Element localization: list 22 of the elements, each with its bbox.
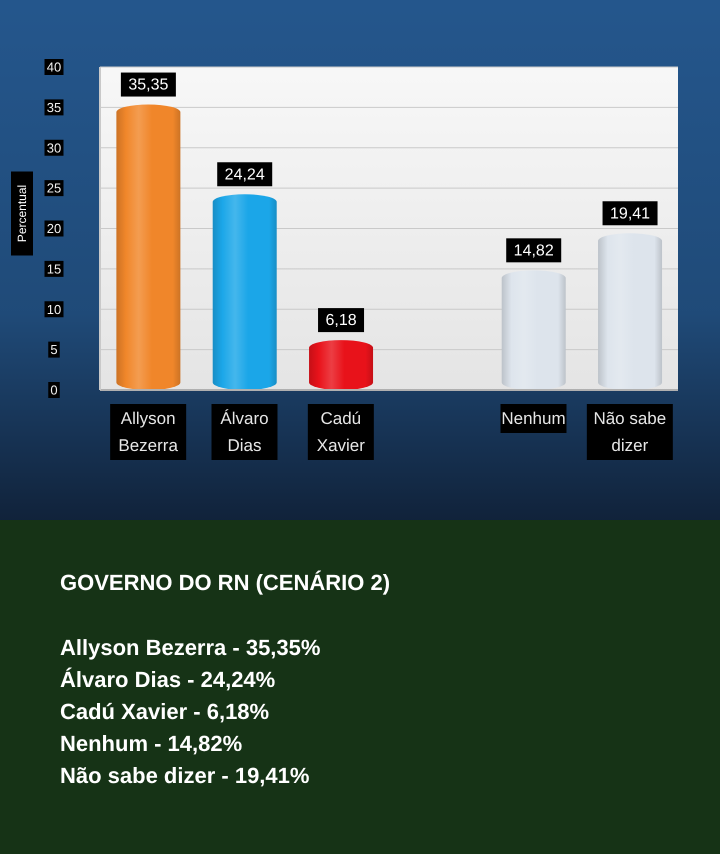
data-label: 24,24 <box>224 166 265 183</box>
text: Álvaro Dias - 24,24% <box>60 666 276 694</box>
data-label: 35,35 <box>128 76 168 94</box>
text: Cadú Xavier - 6,18% <box>60 698 270 726</box>
bar <box>212 194 277 390</box>
text: Allyson Bezerra - 35,35% <box>60 634 320 662</box>
bar <box>598 233 662 390</box>
text: Não sabe dizer - 19,41% <box>60 762 310 790</box>
x-tick-label: Nenhum <box>501 409 566 428</box>
data-label: 14,82 <box>514 242 554 259</box>
x-tick-label: Álvaro Dias <box>220 409 269 455</box>
y-axis-title: Percentual <box>15 184 29 242</box>
bar <box>116 104 180 390</box>
text: Nenhum - 14,82% <box>60 730 244 758</box>
x-tick-label: Cadú Xavier <box>316 409 366 455</box>
bar <box>502 270 566 390</box>
x-tick-label: Allyson Bezerra <box>118 409 178 455</box>
text: GOVERNO DO RN (CENÁRIO 2) <box>60 570 390 596</box>
bar <box>309 340 374 390</box>
data-label: 19,41 <box>610 204 650 222</box>
x-tick-label: Não sabe dizer <box>593 409 666 455</box>
data-label: 6,18 <box>325 312 357 329</box>
